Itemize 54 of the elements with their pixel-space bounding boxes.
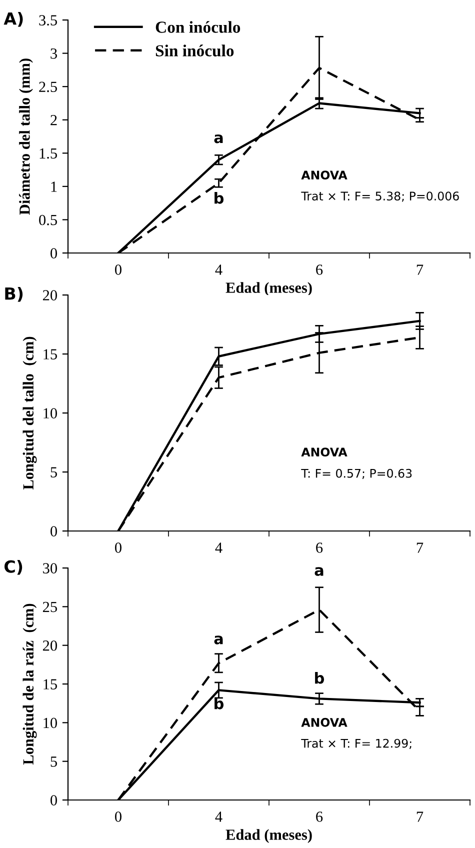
y-tick-label: 20 — [42, 290, 57, 300]
x-tick-label: 4 — [215, 812, 222, 822]
y-axis-title: Diámetro del tallo (mm) — [19, 58, 33, 215]
legend-label: Con inóculo — [156, 21, 240, 33]
y-tick-label: 0 — [50, 248, 57, 258]
annotation: T: F= 0.57; P=0.63 — [301, 468, 412, 479]
y-tick-label: 0 — [50, 526, 57, 536]
y-tick-label: 15 — [44, 349, 57, 360]
chart-title: C) — [4, 560, 22, 575]
x-axis-title: Edad (meses) — [226, 829, 312, 843]
y-axis-title: Longitud del tallo (cm) — [22, 336, 37, 490]
annotation: a — [214, 636, 223, 644]
annotation: ANOVA — [301, 448, 348, 457]
y-tick-label: 20 — [42, 640, 57, 651]
y-tick-label: 1 — [51, 182, 57, 192]
y-tick-label: 5 — [50, 467, 57, 478]
x-tick-label: 7 — [416, 264, 424, 275]
x-tick-label: 0 — [115, 264, 122, 275]
y-tick-label: 15 — [44, 679, 57, 690]
y-tick-label: 2 — [50, 115, 57, 126]
y-tick-label: 1.5 — [40, 148, 57, 159]
x-tick-label: 4 — [215, 542, 222, 553]
annotation: a — [314, 567, 324, 576]
annotation: b — [315, 672, 324, 684]
x-tick-label: 6 — [316, 264, 323, 275]
annotation: ANOVA — [301, 170, 348, 180]
y-tick-label: 2.5 — [39, 82, 57, 92]
annotation: Trat × T: F= 5.38; P=0.006 — [301, 192, 459, 202]
y-tick-label: 10 — [44, 408, 57, 418]
y-tick-label: 3.5 — [39, 15, 57, 26]
y-tick-label: 3 — [50, 48, 57, 59]
y-tick-label: 25 — [42, 602, 57, 612]
legend-label: Sin inóculo — [156, 44, 234, 56]
x-tick-label: 6 — [316, 812, 323, 822]
y-tick-label: 5 — [50, 756, 57, 767]
x-axis-title: Edad (meses) — [226, 282, 312, 296]
y-tick-label: 0 — [50, 795, 57, 806]
y-axis-title: Longitud de la raíz (cm) — [22, 604, 37, 765]
annotation: b — [214, 192, 224, 204]
annotation: ANOVA — [301, 718, 348, 727]
x-tick-label: 6 — [316, 542, 323, 553]
x-tick-label: 0 — [115, 812, 122, 822]
chart-title: B) — [5, 286, 23, 302]
annotation: a — [214, 134, 223, 144]
annotation: Trat × T: F= 12.99; — [301, 738, 412, 749]
x-tick-label: 0 — [115, 542, 122, 553]
x-tick-label: 4 — [215, 264, 222, 275]
y-tick-label: 0.5 — [39, 214, 57, 226]
x-tick-label: 7 — [416, 812, 424, 822]
x-tick-label: 7 — [416, 542, 424, 553]
chart-title: A) — [4, 12, 23, 27]
y-tick-label: 30 — [43, 563, 57, 574]
y-tick-label: 10 — [44, 718, 57, 728]
annotation: b — [214, 697, 224, 710]
